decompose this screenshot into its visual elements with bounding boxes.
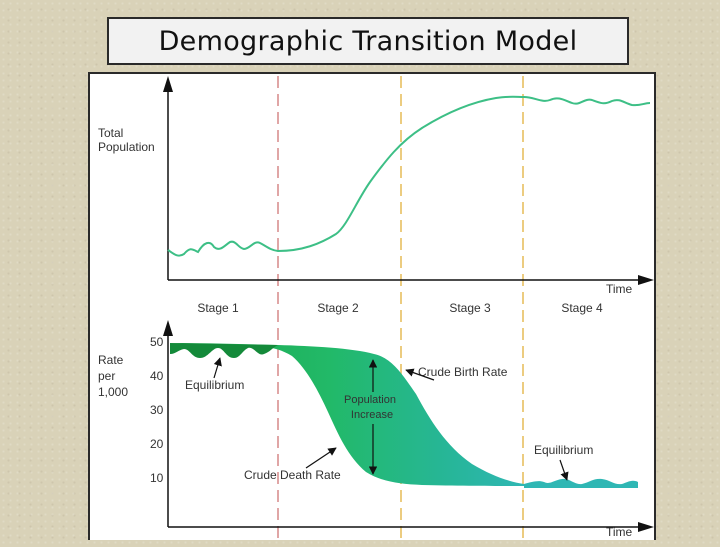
top-xlabel: Time xyxy=(606,282,633,296)
equilibrium-right-label: Equilibrium xyxy=(534,443,593,457)
top-y-axis-arrow xyxy=(163,76,173,92)
top-ylabel-line1: Total xyxy=(98,126,123,140)
top-ylabel-line2: Population xyxy=(98,140,155,154)
stage-label-1: Stage 1 xyxy=(197,301,239,315)
diagram-panel: Total Population Time Stage 1 Stage 2 St… xyxy=(88,72,656,542)
crude-birth-rate-arrow xyxy=(405,368,435,381)
equilibrium-left-arrow xyxy=(213,357,222,379)
stage-label-4: Stage 4 xyxy=(561,301,603,315)
bottom-y-axis-arrow xyxy=(163,320,173,336)
top-x-axis-arrow xyxy=(638,275,654,285)
stage-label-2: Stage 2 xyxy=(317,301,359,315)
bottom-x-axis-arrow xyxy=(638,522,654,532)
stage-label-3: Stage 3 xyxy=(449,301,491,315)
equilibrium-right-arrow xyxy=(559,459,569,481)
demographic-transition-diagram: Total Population Time Stage 1 Stage 2 St… xyxy=(98,76,654,542)
ytick-30: 30 xyxy=(150,403,164,417)
bottom-ylabel-line2: per xyxy=(98,369,115,383)
crude-death-rate-label: Crude Death Rate xyxy=(244,468,341,482)
crude-birth-rate-label: Crude Birth Rate xyxy=(418,365,508,379)
ytick-50: 50 xyxy=(150,335,164,349)
ytick-10: 10 xyxy=(150,471,164,485)
bottom-ylabel-line1: Rate xyxy=(98,353,124,367)
page-title: Demographic Transition Model xyxy=(158,25,578,57)
stage4-equilibrium-area xyxy=(524,478,638,488)
bottom-ylabel-line3: 1,000 xyxy=(98,385,128,399)
ytick-40: 40 xyxy=(150,369,164,383)
crude-death-rate-arrow xyxy=(305,447,337,469)
bottom-xlabel: Time xyxy=(606,525,633,539)
equilibrium-left-label: Equilibrium xyxy=(185,378,244,392)
population-increase-line2: Increase xyxy=(351,409,393,421)
population-increase-area xyxy=(170,343,524,486)
stage1-equilibrium-area xyxy=(170,343,278,358)
ytick-20: 20 xyxy=(150,437,164,451)
total-population-line xyxy=(167,95,651,257)
population-increase-line1: Population xyxy=(344,394,396,406)
title-box: Demographic Transition Model xyxy=(107,17,629,65)
